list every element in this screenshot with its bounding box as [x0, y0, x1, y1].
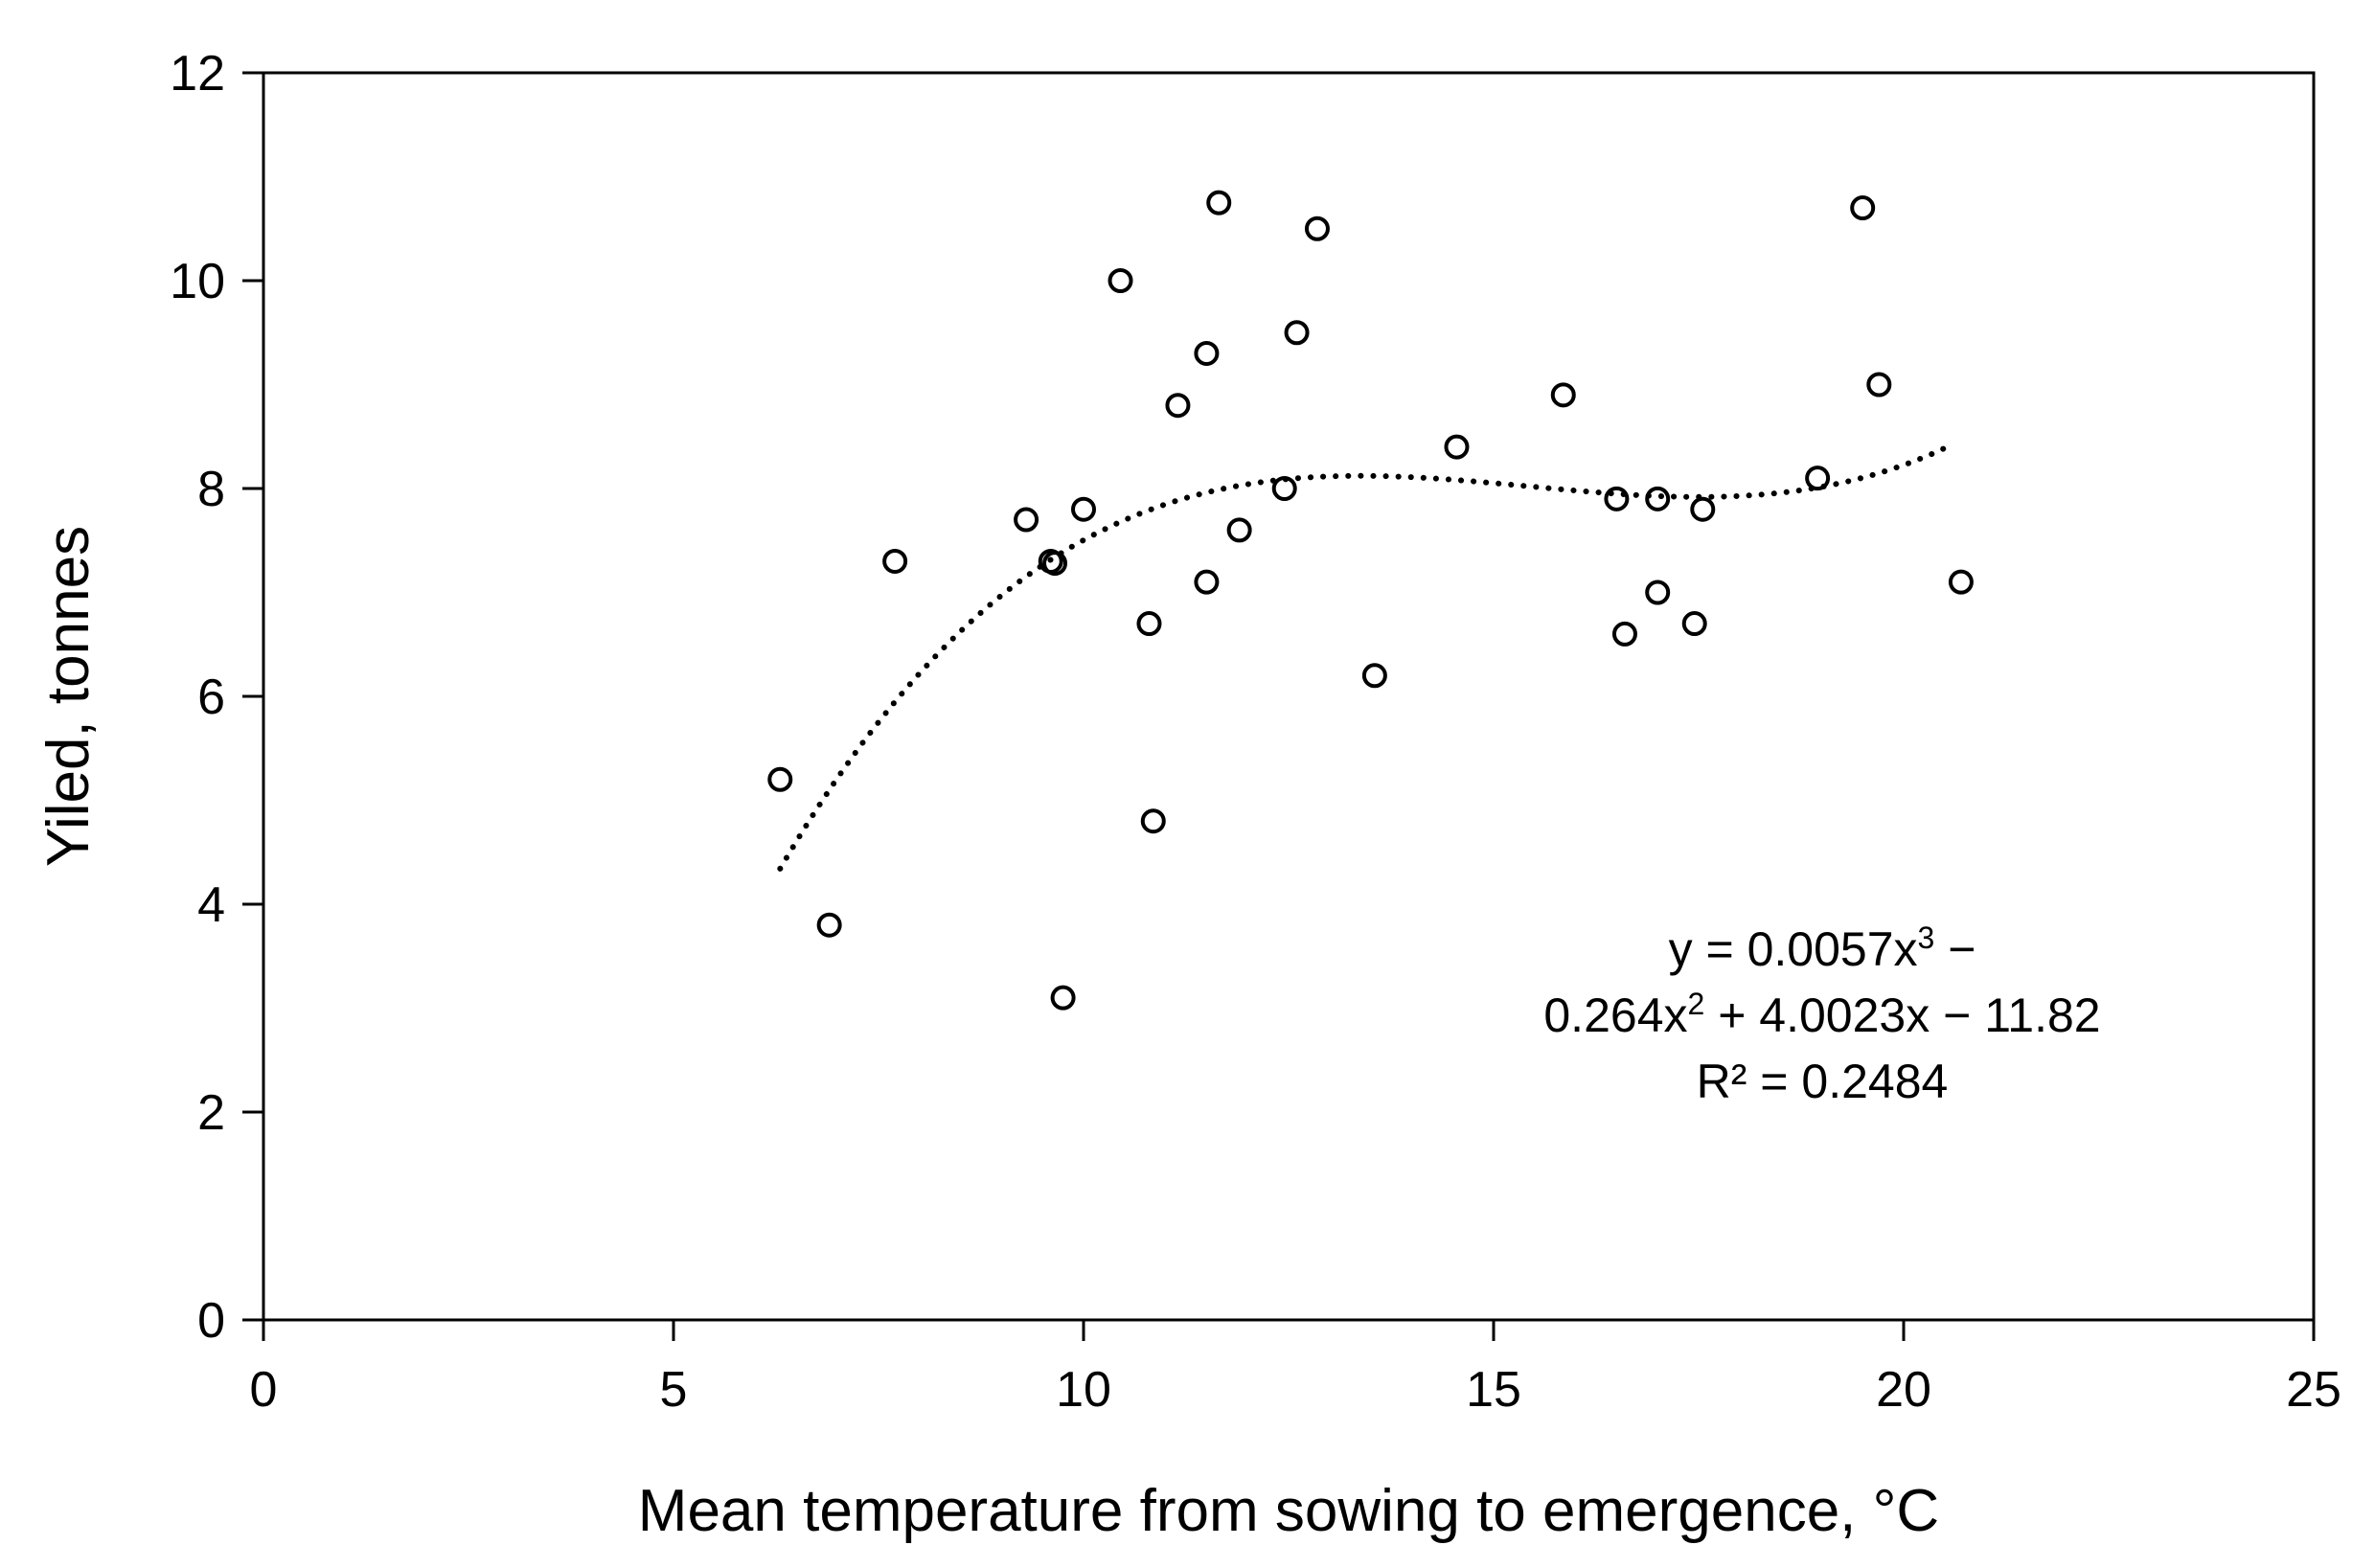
data-point: [1071, 496, 1096, 522]
data-point: [1805, 466, 1831, 491]
trendline-equation: y = 0.0057x3 − 0.264x2 + 4.0023x − 11.82…: [1543, 920, 2100, 1108]
data-point: [1042, 551, 1068, 577]
data-point: [1050, 985, 1076, 1011]
equation-line-2: 0.264x2 + 4.0023x − 11.82: [1543, 987, 2100, 1042]
data-point: [1271, 476, 1297, 501]
x-tick-label: 0: [250, 1362, 278, 1418]
data-point: [882, 548, 908, 574]
data-point: [1604, 486, 1630, 511]
y-axis-tick-labels: 0 2 4 6 8 10 12: [170, 46, 225, 1349]
data-point: [1140, 808, 1166, 834]
data-point: [1645, 486, 1671, 511]
data-point: [1194, 340, 1220, 366]
data-points: [767, 190, 1974, 1011]
x-tick-label: 5: [660, 1362, 688, 1418]
data-point: [1014, 507, 1039, 533]
y-tick-label: 6: [197, 670, 225, 725]
plot-area: [262, 71, 2316, 1322]
data-point: [1444, 434, 1470, 460]
y-tick-label: 12: [170, 46, 225, 102]
data-point: [767, 766, 793, 792]
data-point: [1681, 611, 1707, 637]
data-point: [1226, 517, 1252, 543]
x-axis-ticks: [262, 1320, 2316, 1341]
data-point: [1850, 195, 1876, 221]
y-tick-label: 2: [197, 1085, 225, 1141]
y-axis-title: Yiled, tonnes: [35, 526, 102, 867]
data-point: [1645, 579, 1671, 605]
data-point: [1194, 569, 1220, 595]
x-tick-label: 10: [1056, 1362, 1111, 1418]
x-tick-label: 25: [2286, 1362, 2341, 1418]
x-axis-title: Mean temperature from sowing to emergenc…: [638, 1478, 1939, 1544]
y-tick-label: 8: [197, 462, 225, 517]
data-point: [1304, 216, 1330, 241]
r-squared-label: R² = 0.2484: [1697, 1055, 1949, 1108]
data-point: [1361, 663, 1387, 689]
y-tick-label: 4: [197, 877, 225, 933]
y-tick-label: 0: [197, 1293, 225, 1349]
data-point: [1866, 372, 1892, 398]
data-point: [1284, 320, 1310, 346]
data-point: [816, 912, 842, 938]
x-axis-tick-labels: 0 5 10 15 20 25: [250, 1362, 2341, 1418]
data-point: [1206, 190, 1232, 216]
data-point: [1165, 393, 1191, 419]
equation-line-1: y = 0.0057x3 −: [1669, 920, 1976, 976]
data-point: [1690, 496, 1716, 522]
y-tick-label: 10: [170, 254, 225, 309]
data-point: [1948, 569, 1974, 595]
data-point: [1550, 382, 1576, 408]
data-point: [1136, 611, 1162, 637]
x-tick-label: 15: [1466, 1362, 1521, 1418]
data-point: [1108, 268, 1133, 293]
data-point: [1611, 621, 1637, 647]
x-tick-label: 20: [1876, 1362, 1931, 1418]
y-axis-ticks: [242, 71, 263, 1322]
